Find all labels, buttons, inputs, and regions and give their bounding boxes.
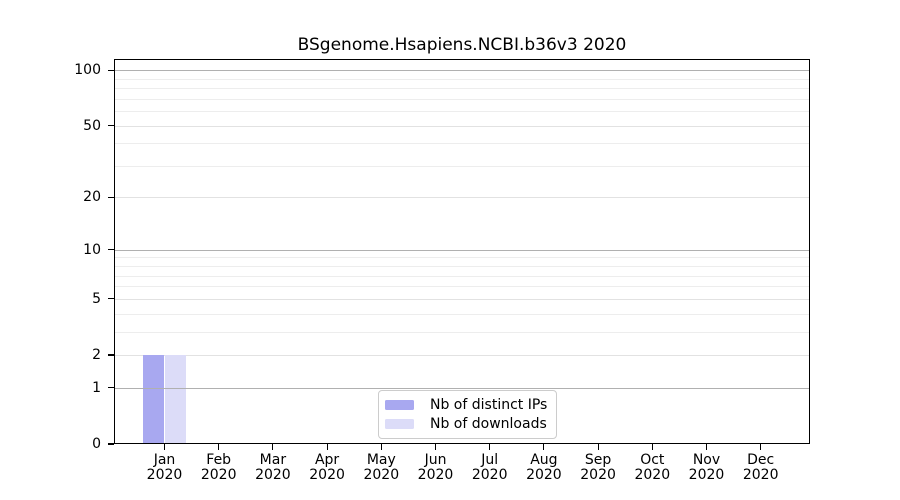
x-tick-mark [326,444,328,450]
x-tick-label: Dec 2020 [733,453,789,482]
y-gridline-major [115,249,809,251]
x-tick-month: Jun [424,452,447,468]
y-gridline-major [115,387,809,389]
x-tick-mark [163,444,166,450]
y-tick-mark [107,354,114,356]
legend-entry: Nb of downloads [385,415,547,433]
x-tick-year: 2020 [526,466,562,483]
x-tick-mark [705,444,708,450]
y-gridline [115,125,809,127]
x-tick-mark [760,444,762,450]
x-tick-mark [543,444,545,450]
y-tick-mark [107,387,114,389]
x-tick-year: 2020 [688,466,725,483]
y-gridline-major [115,70,809,72]
x-tick-month: Aug [530,452,558,468]
y-gridline [115,298,809,300]
y-tick-label: 1 [92,379,101,396]
y-tick-mark [107,249,114,251]
x-tick-year: 2020 [742,466,779,483]
x-tick-year: 2020 [146,466,183,483]
y-tick-label: 20 [83,189,101,206]
x-tick-month: Nov [692,452,721,468]
x-tick-mark [489,444,491,450]
y-gridline-minor [115,88,809,90]
x-tick-mark [651,444,653,450]
x-tick-month: Apr [314,452,340,468]
x-tick-label: Jun 2020 [408,453,464,482]
y-gridline-minor [115,331,809,333]
y-tick-label: 10 [83,241,101,258]
x-tick-month: Feb [206,452,232,468]
y-gridline-minor [115,266,809,268]
x-tick-label: Mar 2020 [245,453,301,482]
x-tick-month: May [366,452,396,468]
y-gridline-minor [115,78,809,80]
x-tick-year: 2020 [309,466,345,483]
x-tick-year: 2020 [634,466,671,483]
x-tick-month: Oct [640,452,665,468]
chart-title: BSgenome.Hsapiens.NCBI.b36v3 2020 [297,35,627,55]
y-gridline-minor [115,257,809,259]
y-gridline-minor [115,313,809,315]
x-tick-year: 2020 [417,466,454,483]
legend-label: Nb of downloads [430,416,547,432]
x-tick-label: Feb 2020 [191,453,247,482]
x-tick-label: Jan 2020 [137,453,193,482]
legend-label: Nb of distinct IPs [430,397,548,413]
x-tick-mark [218,444,220,450]
x-tick-month: Mar [259,452,287,468]
y-tick-mark [107,124,114,127]
x-tick-label: Sep 2020 [570,453,626,482]
y-gridline-minor [115,98,809,100]
y-tick-mark [107,69,114,71]
bar-downloads [164,355,186,443]
y-gridline-minor [115,165,809,167]
x-tick-mark [272,444,274,450]
y-tick-label: 5 [92,290,101,307]
x-tick-label: May 2020 [353,453,409,482]
y-gridline [115,355,809,356]
y-gridline-minor [115,275,809,277]
plot-area [114,59,810,444]
x-tick-label: Nov 2020 [679,453,735,482]
x-tick-label: Oct 2020 [624,453,680,482]
x-tick-year: 2020 [363,466,400,483]
y-tick-mark [107,196,114,198]
y-gridline-minor [115,111,809,113]
y-gridline-minor [115,286,809,288]
y-tick-label: 50 [83,117,101,134]
legend-swatch [385,400,414,410]
x-tick-month: Dec [747,452,775,468]
y-tick-mark [107,443,114,445]
x-tick-year: 2020 [200,466,237,483]
x-tick-year: 2020 [471,466,508,483]
x-tick-mark [380,444,382,450]
x-tick-label: Jul 2020 [462,453,518,482]
legend-swatch [385,419,414,429]
x-tick-label: Aug 2020 [516,453,572,482]
y-tick-label: 100 [74,62,101,79]
y-tick-label: 0 [92,436,101,452]
x-tick-mark [434,444,437,450]
y-tick-label: 2 [92,347,101,363]
x-tick-label: Apr 2020 [299,453,355,482]
x-tick-month: Jul [481,452,499,468]
x-tick-month: Sep [584,452,612,468]
x-tick-year: 2020 [580,466,616,483]
y-gridline-minor [115,143,809,145]
legend: Nb of distinct IPs Nb of downloads [378,390,558,439]
x-tick-year: 2020 [255,466,291,483]
x-tick-mark [597,444,599,450]
y-tick-mark [107,298,114,300]
bar-distinct-ips [143,355,165,443]
legend-entry: Nb of distinct IPs [385,396,547,414]
x-tick-month: Jan [153,452,176,468]
y-gridline [115,197,809,199]
